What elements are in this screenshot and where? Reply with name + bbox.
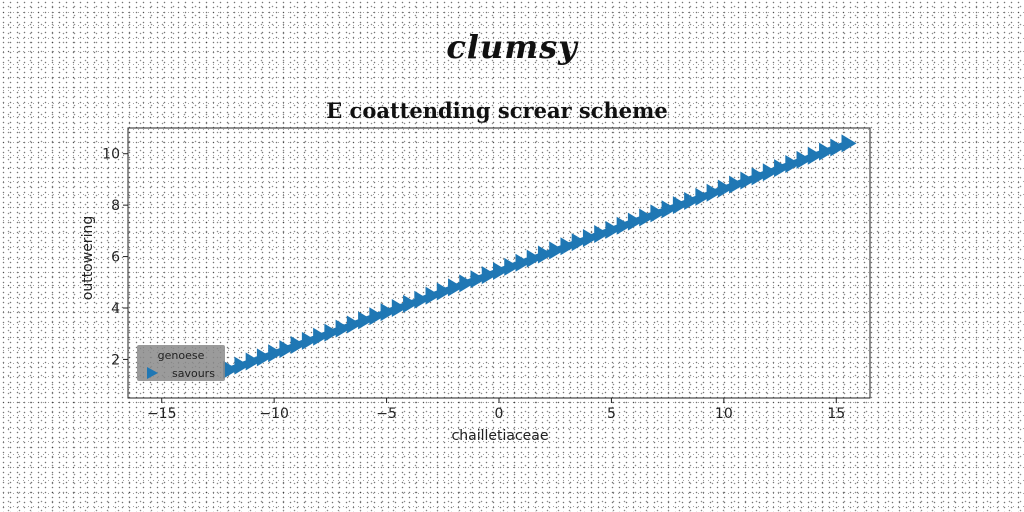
chart-title: E coattending screar scheme [326, 98, 668, 123]
data-point [729, 175, 745, 194]
legend-title: genoese [158, 349, 205, 362]
x-axis-label: chailletiaceae [452, 428, 549, 444]
data-point [414, 290, 430, 309]
data-point [436, 282, 452, 301]
data-point [425, 286, 441, 305]
x-tick-label: 15 [827, 406, 845, 422]
x-axis-ticks: −15 −10 −5 0 5 10 15 [147, 398, 845, 422]
data-point [672, 196, 688, 215]
data-point [245, 352, 261, 371]
x-tick-label: −5 [376, 406, 397, 422]
data-point [448, 278, 464, 297]
data-point [526, 249, 542, 268]
x-tick-label: −10 [259, 406, 289, 422]
data-point [695, 187, 711, 206]
data-point [582, 229, 598, 248]
data-point [403, 294, 419, 313]
data-point [279, 340, 295, 359]
data-point [515, 253, 531, 272]
data-point [290, 336, 306, 355]
data-point [481, 266, 497, 285]
legend: genoese savours [137, 345, 225, 381]
legend-box [137, 345, 225, 381]
data-point [650, 204, 666, 223]
data-point [493, 261, 508, 280]
x-tick-label: 5 [607, 406, 616, 422]
data-point [841, 134, 857, 153]
data-point [594, 224, 610, 243]
data-point [301, 331, 317, 350]
data-point [774, 159, 790, 178]
y-tick-label: 4 [111, 301, 120, 317]
data-point [785, 155, 801, 173]
data-point [639, 208, 655, 227]
data-point [605, 220, 621, 239]
data-point [380, 303, 396, 322]
y-axis-label: outtowering [80, 216, 96, 300]
x-tick-label: 0 [495, 406, 504, 422]
x-tick-label: 10 [715, 406, 733, 422]
data-point [819, 142, 835, 161]
y-tick-label: 10 [102, 147, 120, 163]
data-point [470, 270, 486, 289]
data-point [796, 150, 812, 169]
data-point [358, 311, 374, 330]
data-point [684, 192, 700, 211]
plot-frame [127, 127, 871, 399]
data-point [706, 183, 722, 202]
data-point [256, 348, 272, 367]
data-point [740, 171, 756, 190]
brand-logo-text: clumsy [446, 28, 578, 66]
y-tick-label: 8 [111, 198, 120, 214]
y-tick-label: 6 [111, 250, 120, 266]
data-point [313, 327, 329, 346]
legend-marker-savours [147, 367, 158, 379]
data-point [369, 307, 385, 326]
data-point [459, 274, 475, 293]
data-point [268, 344, 284, 363]
y-axis-ticks: 2 4 6 8 10 [102, 147, 128, 368]
data-point [571, 233, 587, 252]
data-point [627, 212, 643, 231]
data-point [391, 299, 407, 317]
data-point [537, 245, 553, 264]
data-point [717, 179, 733, 198]
series-savours [223, 134, 857, 379]
data-point [223, 360, 239, 379]
legend-label-savours: savours [172, 367, 215, 380]
data-point [324, 323, 340, 342]
y-tick-label: 2 [111, 352, 120, 368]
data-point [762, 163, 778, 182]
data-point [830, 138, 846, 157]
data-point [751, 167, 767, 186]
data-point [560, 237, 576, 256]
data-point [346, 315, 362, 334]
data-point [661, 200, 677, 219]
data-point [549, 241, 565, 260]
data-point [616, 216, 632, 235]
data-point [504, 257, 520, 276]
x-tick-label: −15 [147, 406, 177, 422]
data-point [234, 356, 250, 375]
data-point [807, 146, 823, 165]
data-point [335, 319, 351, 338]
